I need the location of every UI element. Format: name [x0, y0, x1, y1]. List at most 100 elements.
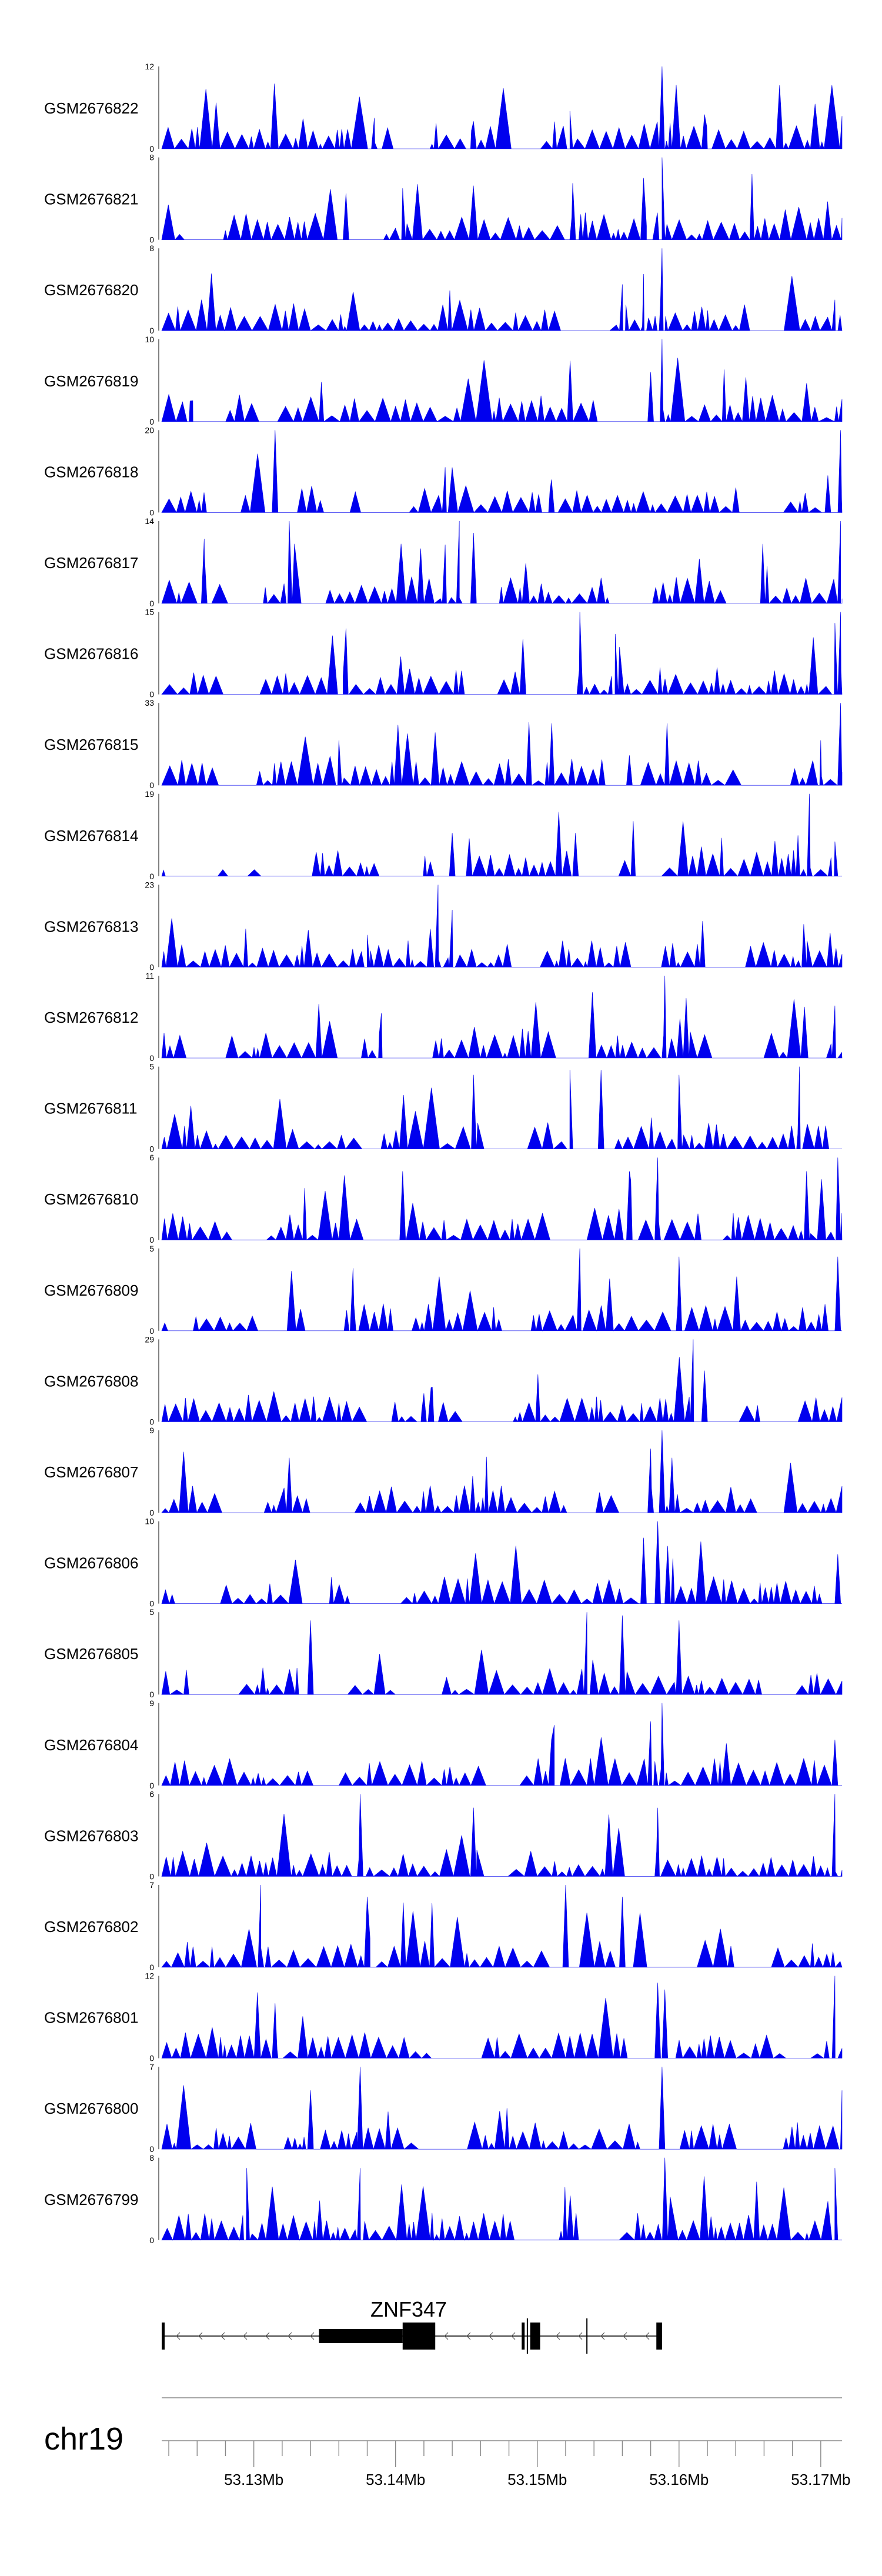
track-ymin-label: 0 — [149, 962, 154, 972]
coverage-area — [161, 248, 843, 332]
coverage-area — [161, 1157, 843, 1241]
gene-exon — [319, 2329, 403, 2343]
track-name-label: GSM2676801 — [44, 2009, 138, 2027]
track-name-label: GSM2676820 — [44, 281, 138, 299]
track-ymax-label: 10 — [145, 1517, 154, 1526]
track-ymax-label: 11 — [145, 971, 154, 980]
track-name-label: GSM2676822 — [44, 99, 138, 117]
track-ymin-label: 0 — [149, 1599, 154, 1609]
track-gsm2676804: GSM2676804 9 0 — [44, 1699, 842, 1790]
track-ymin-label: 0 — [149, 1417, 154, 1426]
track-ymax-label: 7 — [149, 1880, 154, 1890]
strand-arrow — [645, 2332, 650, 2340]
track-name-label: GSM2676802 — [44, 1918, 138, 1936]
coverage-area — [161, 612, 843, 695]
track-gsm2676818: GSM2676818 20 0 — [44, 425, 843, 517]
axis-tick-label: 53.17Mb — [791, 2471, 850, 2488]
track-gsm2676808: GSM2676808 29 0 — [44, 1334, 843, 1426]
track-ymin-label: 0 — [149, 1871, 154, 1881]
track-ymax-label: 14 — [145, 516, 154, 526]
track-name-label: GSM2676819 — [44, 372, 138, 390]
coverage-area — [161, 2067, 843, 2150]
coverage-area — [161, 339, 843, 422]
strand-arrow — [511, 2332, 516, 2340]
track-ymin-label: 0 — [149, 1144, 154, 1154]
signal-tracks: GSM2676822120GSM267682180GSM267682080GSM… — [44, 62, 843, 2245]
coverage-area — [161, 430, 843, 513]
track-ymax-label: 10 — [145, 335, 154, 344]
coverage-area — [161, 2157, 842, 2241]
track-ymin-label: 0 — [149, 1963, 154, 1972]
track-ymax-label: 12 — [145, 62, 154, 71]
coverage-area — [161, 1339, 843, 1423]
coverage-area — [161, 520, 843, 605]
track-gsm2676803: GSM2676803 6 0 — [44, 1789, 843, 1881]
track-gsm2676816: GSM2676816 15 0 — [44, 608, 843, 699]
track-ymin-label: 0 — [149, 1053, 154, 1063]
track-gsm2676802: GSM2676802 7 0 — [44, 1880, 843, 1972]
track-name-label: GSM2676818 — [44, 463, 138, 481]
track-ymin-label: 0 — [149, 2235, 154, 2245]
track-name-label: GSM2676809 — [44, 1282, 138, 1299]
coverage-area — [161, 1612, 843, 1696]
track-gsm2676809: GSM2676809 5 0 — [44, 1244, 842, 1336]
track-name-label: GSM2676814 — [44, 827, 138, 845]
track-gsm2676806: GSM2676806 10 0 — [44, 1517, 842, 1609]
track-name-label: GSM2676807 — [44, 1463, 138, 1481]
track-ymax-label: 8 — [149, 2153, 154, 2163]
track-gsm2676822: GSM2676822 12 0 — [44, 62, 843, 154]
track-ymax-label: 29 — [145, 1334, 154, 1344]
strand-arrow — [265, 2332, 270, 2340]
strand-arrow — [288, 2332, 292, 2340]
track-ymin-label: 0 — [149, 2144, 154, 2154]
track-gsm2676819: GSM2676819 10 0 — [44, 335, 843, 426]
track-ymax-label: 15 — [145, 608, 154, 617]
strand-arrow — [243, 2332, 248, 2340]
strand-arrow — [489, 2332, 493, 2340]
track-ymin-label: 0 — [149, 508, 154, 517]
track-gsm2676815: GSM2676815 33 0 — [44, 698, 843, 790]
track-name-label: GSM2676810 — [44, 1190, 138, 1208]
gene-exon — [162, 2323, 165, 2350]
track-ymax-label: 6 — [149, 1153, 154, 1162]
track-gsm2676820: GSM2676820 8 0 — [44, 243, 843, 335]
strand-arrow — [444, 2332, 449, 2340]
track-gsm2676813: GSM2676813 23 0 — [44, 880, 843, 972]
track-ymin-label: 0 — [149, 1690, 154, 1699]
axis-tick-label: 53.13Mb — [224, 2471, 283, 2488]
track-ymin-label: 0 — [149, 1508, 154, 1517]
track-ymax-label: 20 — [145, 425, 154, 435]
track-ymin-label: 0 — [149, 1235, 154, 1244]
gene-exon — [530, 2323, 540, 2350]
track-ymin-label: 0 — [149, 326, 154, 335]
gene-annotation-track: ZNF347 — [162, 2297, 662, 2354]
strand-arrow — [623, 2332, 627, 2340]
track-name-label: GSM2676821 — [44, 191, 138, 208]
gene-name-label: ZNF347 — [370, 2297, 447, 2321]
track-ymax-label: 5 — [149, 1062, 154, 1072]
track-name-label: GSM2676808 — [44, 1372, 138, 1390]
track-ymin-label: 0 — [149, 872, 154, 881]
track-name-label: GSM2676806 — [44, 1554, 138, 1572]
track-gsm2676799: GSM2676799 8 0 — [44, 2153, 842, 2245]
axis-tick-label: 53.14Mb — [366, 2471, 425, 2488]
strand-arrow — [600, 2332, 605, 2340]
track-name-label: GSM2676812 — [44, 1009, 138, 1026]
track-ymin-label: 0 — [149, 1326, 154, 1336]
strand-arrow — [198, 2332, 203, 2340]
track-ymax-label: 7 — [149, 2062, 154, 2071]
track-ymax-label: 19 — [145, 789, 154, 799]
track-ymax-label: 6 — [149, 1789, 154, 1798]
gene-exon — [522, 2323, 525, 2350]
track-name-label: GSM2676799 — [44, 2191, 138, 2208]
track-ymax-label: 12 — [145, 1971, 154, 1981]
coverage-area — [161, 1066, 842, 1150]
strand-arrow — [220, 2332, 225, 2340]
coverage-area — [161, 793, 842, 877]
gene-exon — [402, 2323, 436, 2350]
track-gsm2676800: GSM2676800 7 0 — [44, 2062, 843, 2154]
coverage-area — [161, 66, 843, 150]
track-name-label: GSM2676811 — [44, 1100, 138, 1117]
track-gsm2676807: GSM2676807 9 0 — [44, 1426, 843, 1517]
strand-arrow — [176, 2332, 181, 2340]
